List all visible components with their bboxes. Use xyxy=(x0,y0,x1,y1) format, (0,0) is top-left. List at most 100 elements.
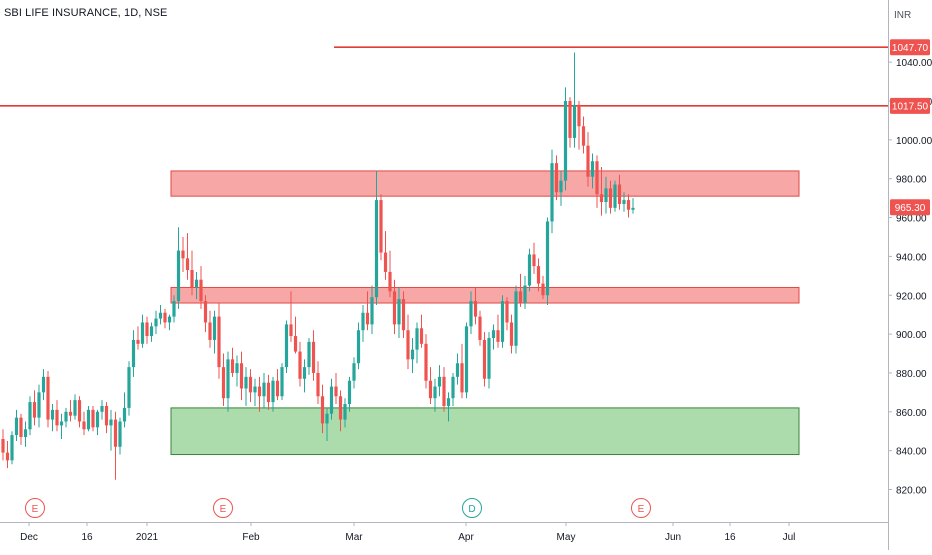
y-tick-label: 920.00 xyxy=(896,291,927,302)
candle-body xyxy=(113,419,118,447)
event-label: E xyxy=(638,504,645,515)
candle-body xyxy=(311,341,316,373)
x-tick-label: Jul xyxy=(783,532,796,543)
candle-body xyxy=(572,104,577,138)
candle-body xyxy=(374,200,379,298)
candle-body xyxy=(347,380,352,405)
candle-body xyxy=(514,291,518,346)
horizontal-lines-layer xyxy=(0,46,888,107)
candle-body xyxy=(19,417,23,438)
candle-body xyxy=(433,386,437,399)
x-tick-label: Mar xyxy=(345,532,363,543)
candle-body xyxy=(523,285,527,304)
candle-body xyxy=(100,405,104,412)
candle-body xyxy=(68,411,73,416)
candle-body xyxy=(473,301,478,317)
x-tick-label: Feb xyxy=(242,532,260,543)
demand-zone-2 xyxy=(170,407,800,456)
candle-body xyxy=(541,283,545,296)
candle-body xyxy=(577,104,581,127)
candle-body xyxy=(289,324,293,337)
candle-body xyxy=(397,299,401,325)
candle-body xyxy=(59,421,64,426)
candle-body xyxy=(496,330,500,342)
candle-body xyxy=(365,312,370,325)
candle-body xyxy=(185,258,190,270)
candle-body xyxy=(194,279,199,288)
candle-body xyxy=(599,194,604,203)
candle-body xyxy=(406,330,410,360)
candle-body xyxy=(455,363,460,377)
line-price-tag xyxy=(890,97,930,114)
current-price-tag xyxy=(890,199,930,216)
candle-body xyxy=(221,367,226,399)
candle-body xyxy=(64,411,68,422)
x-tick-label: May xyxy=(557,532,576,543)
y-tick-label: 1000.00 xyxy=(896,136,932,147)
candle-body xyxy=(410,349,415,360)
candle-body xyxy=(586,145,590,177)
candle-body xyxy=(581,126,586,146)
candle-body xyxy=(509,322,514,346)
candles-layer xyxy=(1,52,635,480)
candle-body xyxy=(451,376,455,399)
candle-body xyxy=(545,221,550,296)
candle-body xyxy=(181,250,185,259)
candle-body xyxy=(149,326,154,337)
candle-body xyxy=(428,380,433,399)
candle-body xyxy=(208,322,212,340)
candle-body xyxy=(536,266,541,284)
candle-body xyxy=(442,376,446,406)
price-labels-layer: 1017.50 1047.70 965.30 xyxy=(890,39,930,216)
candle-body xyxy=(248,376,253,393)
y-tick-label: 820.00 xyxy=(896,486,927,497)
symbol-title: SBI LIFE INSURANCE, 1D, NSE xyxy=(4,7,168,19)
candle-body xyxy=(41,376,46,393)
candle-body xyxy=(235,363,239,373)
candle-body xyxy=(307,341,311,368)
candle-body xyxy=(604,188,608,203)
candle-body xyxy=(415,328,419,350)
candle-body xyxy=(469,301,473,327)
candle-body xyxy=(626,200,631,210)
candle-body xyxy=(10,435,14,461)
candle-body xyxy=(109,419,113,426)
candle-body xyxy=(388,271,392,292)
event-label: E xyxy=(220,504,227,515)
candle-body xyxy=(554,163,559,193)
candle-body xyxy=(122,407,127,422)
candle-body xyxy=(131,339,136,368)
candle-body xyxy=(46,376,50,420)
candle-body xyxy=(527,254,532,286)
candle-body xyxy=(86,409,91,430)
candle-body xyxy=(352,363,356,381)
currency-label: INR xyxy=(894,10,911,21)
candle-body xyxy=(199,279,203,302)
candle-body xyxy=(95,411,100,428)
price-label: 1047.70 xyxy=(892,43,929,54)
candle-body xyxy=(617,184,622,204)
earnings-event-marker: E xyxy=(213,498,233,518)
candle-body xyxy=(532,254,536,267)
candle-body xyxy=(154,318,158,327)
candle-body xyxy=(419,328,424,344)
candle-body xyxy=(478,316,482,340)
candle-body xyxy=(118,421,122,447)
candle-body xyxy=(176,250,181,302)
candle-body xyxy=(127,367,131,408)
candle-body xyxy=(343,404,347,420)
candle-body xyxy=(244,376,248,389)
candle-body xyxy=(32,402,37,418)
candle-body xyxy=(77,400,82,422)
x-tick-label: 2021 xyxy=(136,532,159,543)
candle-body xyxy=(631,207,635,210)
candle-body xyxy=(302,367,307,379)
candle-body xyxy=(203,301,208,323)
candle-body xyxy=(487,337,491,379)
candle-body xyxy=(239,363,244,389)
candle-body xyxy=(226,359,230,399)
